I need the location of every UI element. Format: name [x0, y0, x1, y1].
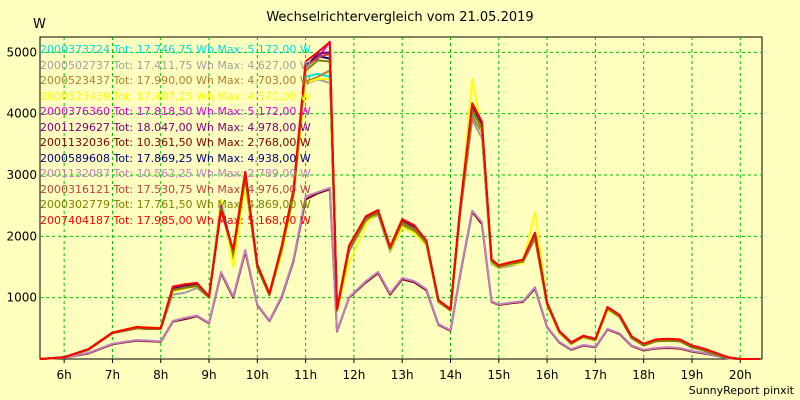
chart-title: Wechselrichtervergleich vom 21.05.2019 [266, 10, 534, 25]
x-tick-label: 6h [57, 368, 72, 382]
x-tick-label: 13h [391, 368, 414, 382]
legend-entry-10: 2000302779 Tot: 17.761,50 Wh Max: 4.869,… [40, 198, 311, 211]
x-tick-label: 9h [201, 368, 216, 382]
x-tick-label: 15h [487, 368, 510, 382]
legend: 2000373724 Tot: 17.746,75 Wh Max: 5.172,… [40, 42, 311, 228]
x-tick-label: 19h [681, 368, 704, 382]
x-tick-label: 20h [729, 368, 752, 382]
y-tick-label: 5000 [6, 45, 37, 59]
y-tick-label: 3000 [6, 168, 37, 182]
legend-entry-7: 2000589608 Tot: 17.869,25 Wh Max: 4.938,… [40, 151, 311, 165]
footer-credit: SunnyReport pinxit [688, 384, 794, 397]
y-tick-label: 4000 [6, 107, 37, 121]
y-tick-label: 2000 [6, 229, 37, 243]
x-tick-label: 12h [342, 368, 365, 382]
legend-entry-0: 2000373724 Tot: 17.746,75 Wh Max: 5.172,… [40, 43, 311, 56]
x-tick-label: 17h [584, 368, 607, 382]
series-line-11 [39, 41, 760, 360]
legend-entry-11: 2007404187 Tot: 17.985,00 Wh Max: 5.168,… [40, 213, 311, 227]
x-tick-label: 7h [105, 368, 120, 382]
x-tick-label: 8h [153, 368, 168, 382]
plot-area [39, 36, 763, 360]
legend-entry-8: 2001132087 Tot: 10.562,25 Wh Max: 2.789,… [40, 167, 311, 180]
x-tick-label: 16h [536, 368, 559, 382]
y-tick-label: 1000 [6, 291, 37, 305]
series-line-8 [39, 186, 760, 360]
legend-entry-1: 2000502737 Tot: 17.411,75 Wh Max: 4.627,… [40, 58, 311, 72]
legend-entry-3: 2000523439 Tot: 17.487,25 Wh Max: 4.570,… [40, 89, 311, 103]
legend-entry-2: 2000523437 Tot: 17.990,00 Wh Max: 4.703,… [40, 74, 311, 87]
x-tick-label: 14h [439, 368, 462, 382]
x-tick-label: 11h [294, 368, 317, 382]
x-tick-label: 18h [632, 368, 655, 382]
x-tick-label: 10h [246, 368, 269, 382]
legend-entry-5: 2001129627 Tot: 18.047,00 Wh Max: 4.978,… [40, 120, 311, 134]
legend-entry-4: 2000376360 Tot: 17.818,50 Wh Max: 5.172,… [40, 105, 311, 118]
legend-entry-6: 2001132036 Tot: 10.361,50 Wh Max: 2.768,… [40, 136, 311, 149]
y-unit-label: W [33, 17, 46, 32]
legend-entry-9: 2000316121 Tot: 17.530,75 Wh Max: 4.976,… [40, 182, 311, 196]
